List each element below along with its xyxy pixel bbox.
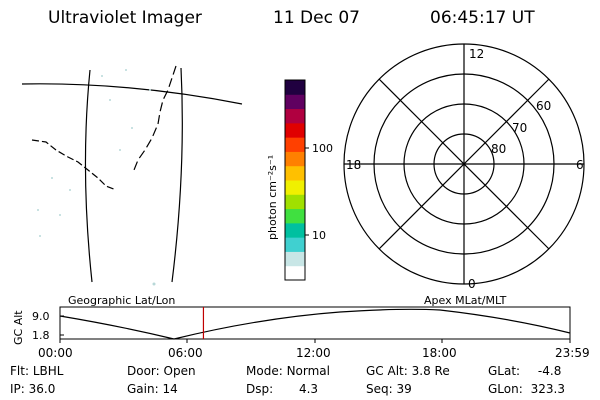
lat-label-80: 80: [491, 142, 506, 156]
map-lat-line: [21, 83, 243, 105]
colorbar-frame: [284, 79, 306, 281]
xtick-label-1200: 12:00: [296, 346, 331, 360]
geo-caption: Geographic Lat/Lon: [68, 294, 175, 307]
dsp-value: 4.3: [298, 382, 319, 396]
polar-diagonal-2: [378, 78, 550, 250]
date-label: 11 Dec 07: [273, 8, 360, 28]
door-label: Door:: [127, 364, 160, 378]
gain-field: Gain: 14: [127, 382, 178, 396]
colorbar-segment: [285, 265, 305, 281]
time-label: 06:45:17 UT: [430, 8, 535, 28]
xtick-label-0000: 00:00: [38, 346, 73, 360]
polar-plot: [343, 43, 585, 285]
colorbar-segment: [285, 80, 305, 95]
colorbar-segment: [285, 122, 305, 138]
colorbar-segment: [285, 94, 305, 110]
colorbar-segment: [285, 151, 305, 167]
colorbar-segment: [285, 222, 305, 238]
altitude-curve: [59, 308, 571, 340]
colorbar-segment: [285, 137, 305, 152]
apex-caption: Apex MLat/MLT: [424, 294, 507, 307]
flt-label: Flt:: [10, 364, 29, 378]
mode-value: Normal: [286, 364, 330, 378]
map-lon-line-left: [84, 69, 93, 283]
mlt-label-6: 6: [576, 158, 584, 172]
colorbar-segment: [285, 108, 305, 124]
colorbar-tick-label-100: 100: [312, 142, 333, 155]
flt-value: LBHL: [32, 364, 64, 378]
faint-emission-dots: [37, 69, 156, 286]
mlt-label-12: 12: [469, 47, 484, 61]
dsp-label: Dsp:: [246, 382, 274, 396]
gcalt-field: GC Alt: 3.8 Re: [366, 364, 450, 378]
coastline-2: [31, 139, 117, 191]
colorbar-segment: [285, 208, 305, 224]
seq-field: Seq: 39: [366, 382, 412, 396]
gain-value: 14: [162, 382, 178, 396]
door-field: Door: Open: [127, 364, 196, 378]
ytick-label-9: 9.0: [32, 310, 50, 323]
glat-field: GLat: -4.8: [488, 364, 561, 378]
xtick-label-2359: 23:59: [555, 346, 590, 360]
seq-value: 39: [396, 382, 412, 396]
xtick-label-1800: 18:00: [422, 346, 457, 360]
map-lon-line-right: [171, 67, 183, 283]
mlt-label-0: 0: [468, 277, 476, 291]
door-value: Open: [163, 364, 196, 378]
glat-value: -4.8: [537, 364, 562, 378]
ytick-label-1.8: 1.8: [32, 329, 50, 342]
gc-alt-axis-label: GC Alt: [12, 310, 25, 345]
colorbar: [285, 80, 305, 281]
gcalt-value: 3.8 Re: [411, 364, 450, 378]
colorbar-segment: [285, 194, 305, 210]
geographic-map: [21, 65, 243, 286]
ip-label: IP:: [10, 382, 25, 396]
glon-label: GLon:: [488, 382, 523, 396]
glat-label: GLat:: [488, 364, 521, 378]
colorbar-segment: [285, 237, 305, 252]
lat-label-60: 60: [536, 99, 551, 113]
glon-field: GLon: 323.3: [488, 382, 565, 396]
ip-value: 36.0: [28, 382, 56, 396]
gain-label: Gain:: [127, 382, 159, 396]
mode-label: Mode:: [246, 364, 283, 378]
gcalt-label: GC Alt:: [366, 364, 408, 378]
instrument-title: Ultraviolet Imager: [48, 8, 202, 28]
mlt-label-18: 18: [346, 158, 361, 172]
flt-field: Flt: LBHL: [10, 364, 63, 378]
ip-field: IP: 36.0: [10, 382, 55, 396]
mode-field: Mode: Normal: [246, 364, 330, 378]
glon-value: 323.3: [530, 382, 565, 396]
colorbar-segment: [285, 251, 305, 267]
seq-label: Seq:: [366, 382, 393, 396]
dsp-field: Dsp: 4.3: [246, 382, 318, 396]
lat-label-70: 70: [512, 121, 527, 135]
colorbar-segment: [285, 180, 305, 195]
coastline-1: [133, 65, 177, 171]
colorbar-segment: [285, 165, 305, 181]
colorbar-unit-label: photon cm⁻²s⁻¹: [266, 155, 279, 240]
colorbar-tick-label-10: 10: [312, 229, 326, 242]
xtick-label-0600: 06:00: [168, 346, 203, 360]
timeline-frame: [59, 306, 571, 340]
